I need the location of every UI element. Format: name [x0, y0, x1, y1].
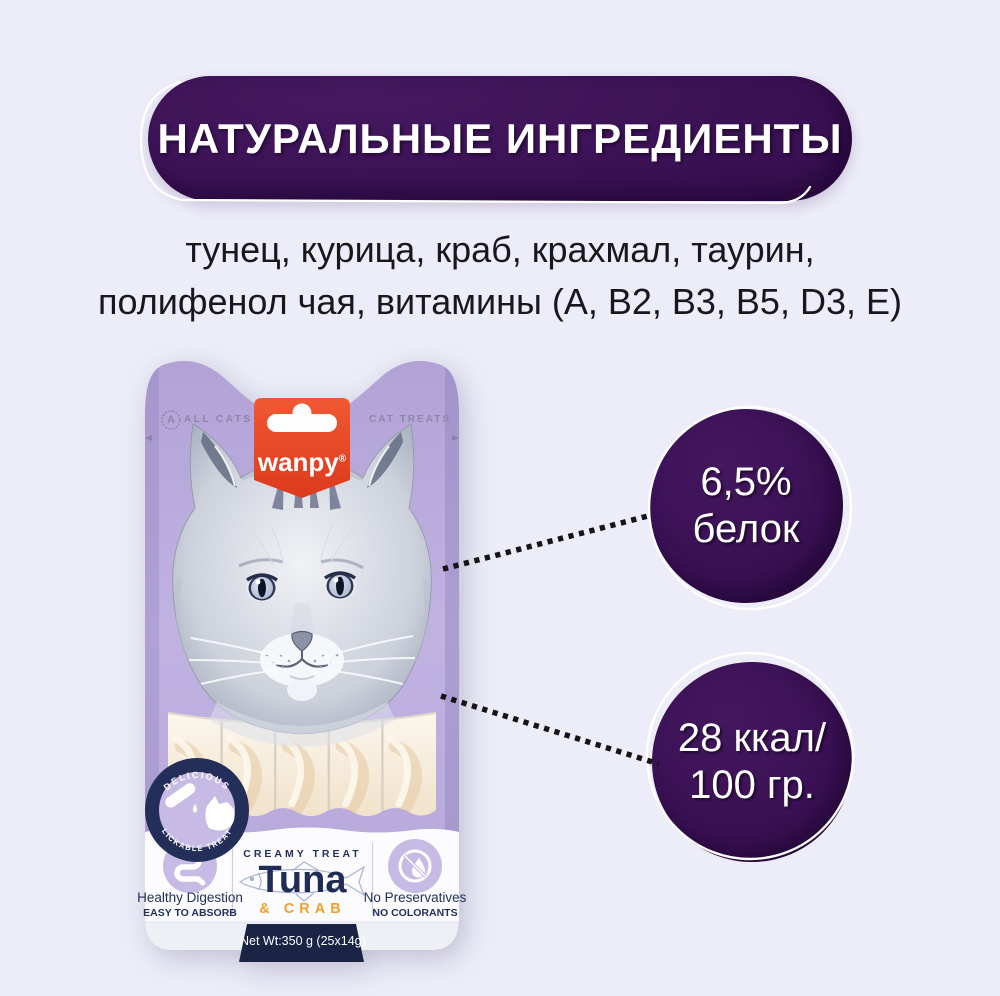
ingredients-line-2: полифенол чая, витамины (А, В2, В3, В5, … [98, 281, 902, 322]
cat-eyes [246, 571, 356, 602]
no-preservatives-label: No Preservatives [363, 890, 467, 905]
cat-nose [291, 630, 313, 652]
a-badge-letter: A [167, 414, 175, 426]
brand-name: wanpy [257, 447, 339, 477]
all-cats-label: ALL CATS [184, 414, 253, 425]
whiskers [188, 635, 416, 685]
calories-label: 100 гр. [689, 763, 815, 807]
net-weight-label: Net Wt:350 g (25x14g) [240, 934, 366, 948]
ingredients-text: тунец, курица, краб, крахмал, таурин, по… [0, 224, 1000, 328]
banner-title: НАТУРАЛЬНЫЕ ИНГРЕДИЕНТЫ [157, 114, 843, 162]
hang-hole-icon [267, 414, 337, 432]
healthy-digestion-label: Healthy Digestion [137, 890, 243, 905]
tuna-title: Tuna [258, 859, 347, 901]
wanpy-logo: wanpy® [254, 447, 350, 478]
tear-notch-right [452, 435, 459, 441]
protein-value: 6,5% [700, 460, 792, 504]
dotted-connector-calories [440, 693, 660, 767]
ingredients-line-1: тунец, курица, краб, крахмал, таурин, [185, 229, 815, 270]
brand-tab [254, 398, 350, 498]
dotted-connector-protein [442, 513, 649, 572]
cat-treats-label: CAT TREATS [369, 414, 451, 425]
callout-calories: 28 ккал/ 100 гр. [652, 662, 852, 862]
calories-value: 28 ккал/ [677, 716, 827, 760]
no-colorants-label: NO COLORANTS [372, 907, 458, 919]
pouch-right-shade [445, 360, 459, 951]
package-artwork: DELICIOUS LICKABLE TREAT [145, 360, 459, 962]
protein-label: белок [692, 507, 800, 551]
banner: НАТУРАЛЬНЫЕ ИНГРЕДИЕНТЫ [148, 76, 852, 201]
easy-to-absorb-label: EASY TO ABSORB [143, 907, 237, 919]
callout-protein: 6,5% белок [649, 409, 843, 603]
no-preservatives-icon [388, 839, 442, 893]
lickable-treat-badge: DELICIOUS LICKABLE TREAT [145, 758, 249, 862]
creamy-treat-label: CREAMY TREAT [243, 848, 362, 860]
a-badge-icon [161, 410, 181, 430]
fish-sketch-icon [238, 861, 366, 902]
product-package: DELICIOUS LICKABLE TREAT A ALL CATS [137, 358, 466, 970]
tear-notch-left [145, 435, 152, 441]
crab-label: & CRAB [259, 901, 346, 917]
registered-mark: ® [338, 453, 347, 465]
lickable-treat-icon [165, 783, 235, 831]
net-weight-tag [239, 924, 364, 962]
